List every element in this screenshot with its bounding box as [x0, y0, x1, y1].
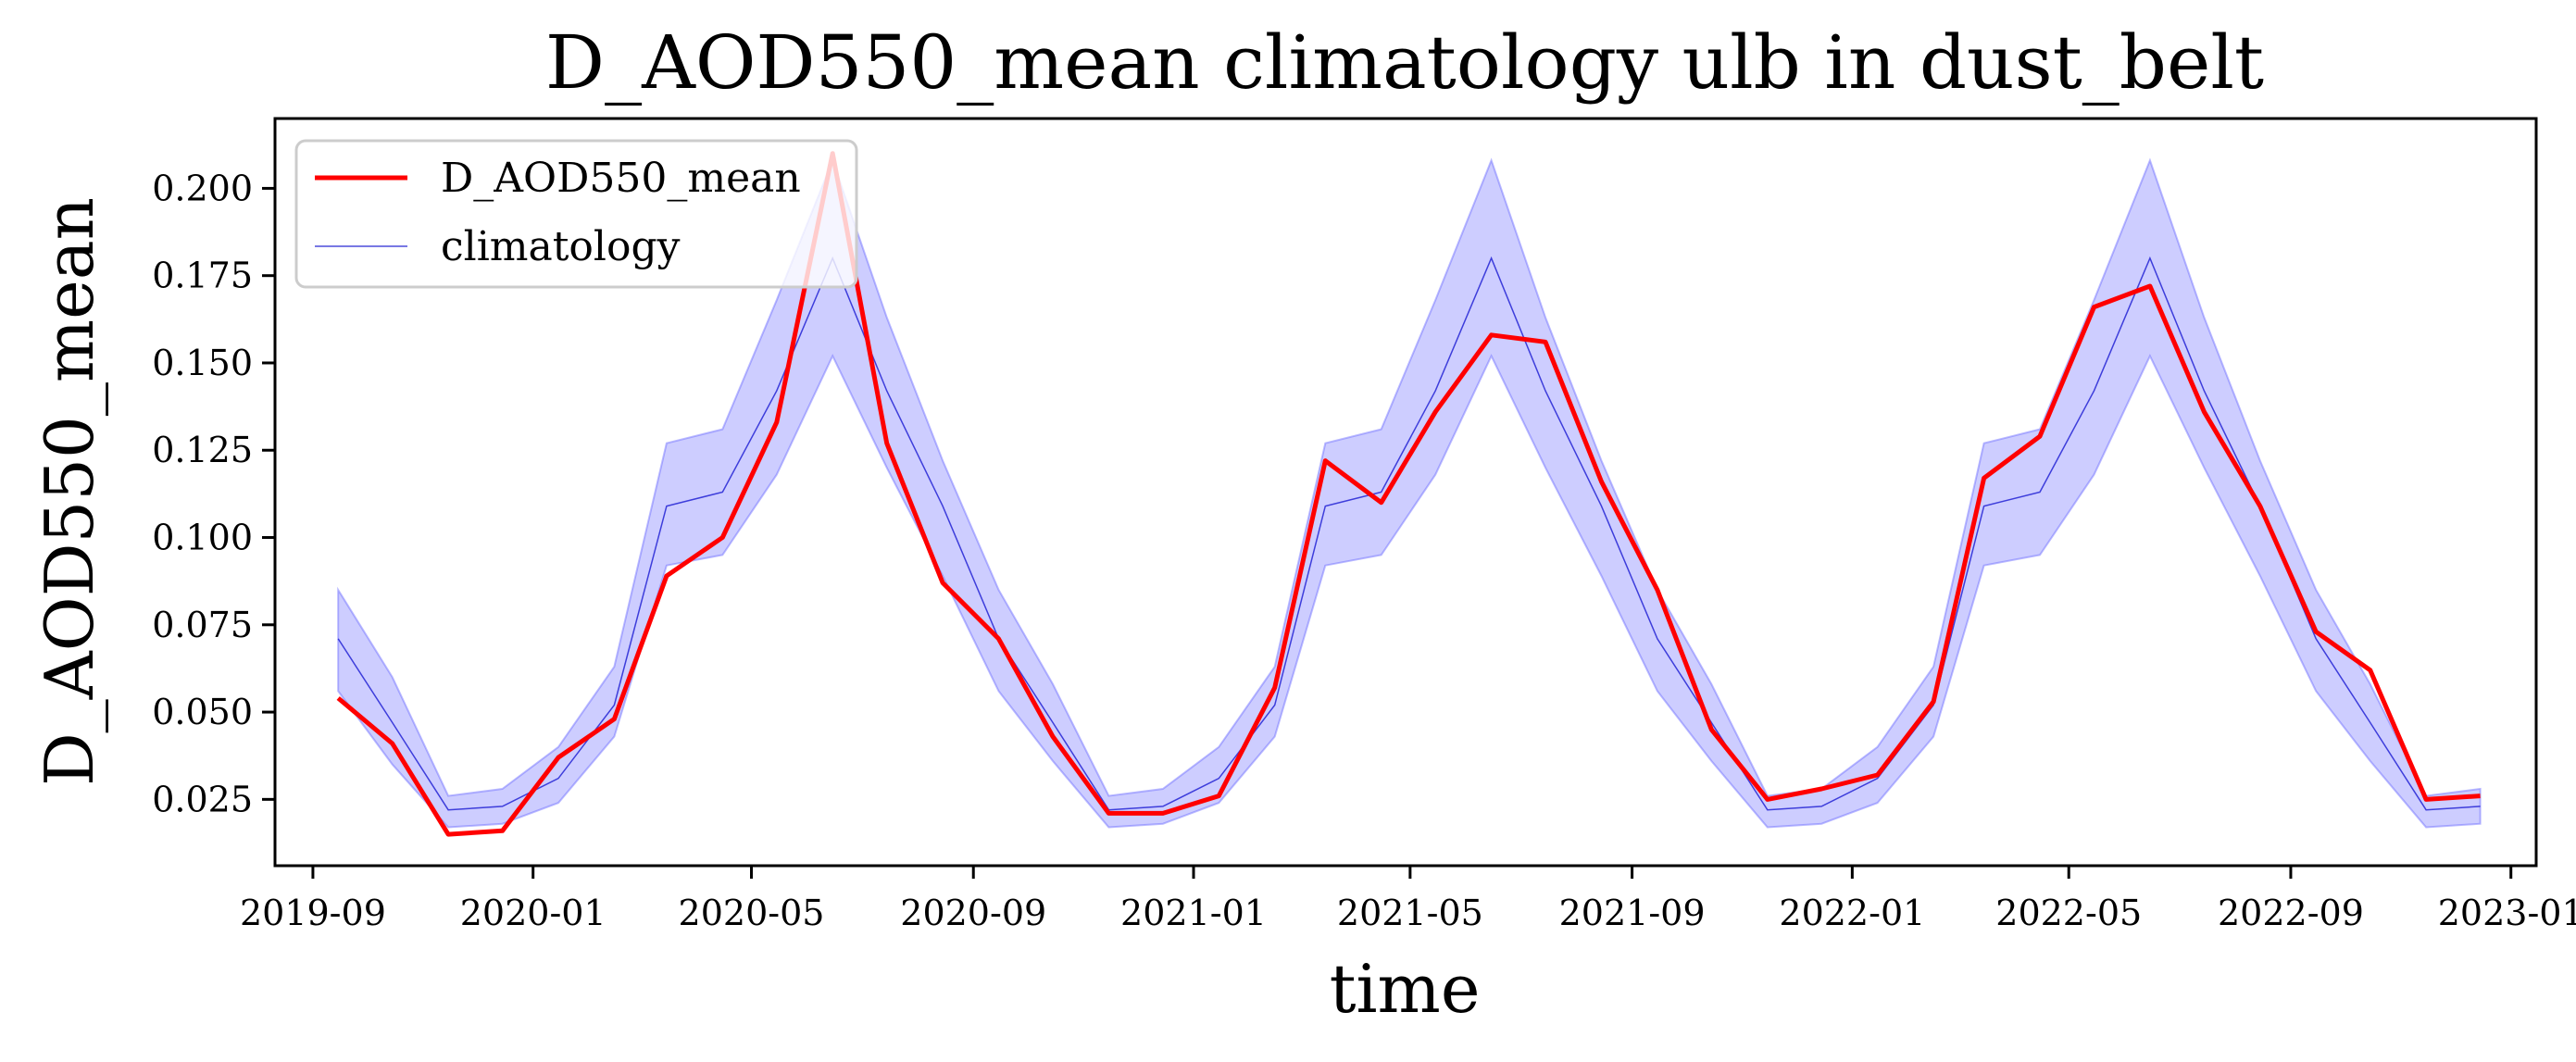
legend: D_AOD550_mean climatology [294, 139, 858, 289]
x-tick-label: 2022-05 [1995, 893, 2142, 933]
y-axis: 0.025 0.050 0.075 0.100 0.125 0.150 0.175 0.200 [152, 168, 275, 819]
x-axis-label: time [1330, 950, 1481, 1028]
y-tick-label: 0.175 [152, 256, 253, 296]
y-tick-label: 0.125 [152, 430, 253, 470]
y-tick-label: 0.200 [152, 168, 253, 208]
x-tick-label: 2019-09 [240, 893, 386, 933]
x-tick-label: 2020-05 [679, 893, 825, 933]
series-line-climatology [337, 256, 2481, 811]
legend-label-d-aod550-mean: D_AOD550_mean [441, 155, 801, 202]
x-tick-label: 2022-09 [2218, 893, 2364, 933]
x-tick-label: 2020-09 [900, 893, 1046, 933]
legend-box [294, 139, 858, 289]
legend-label-climatology: climatology [441, 223, 681, 270]
chart-title: D_AOD550_mean climatology ulb in dust_be… [545, 19, 2264, 106]
x-axis: 2019-09 2020-01 2020-05 2020-09 2021-01 2021-… [240, 866, 2576, 933]
y-tick-label: 0.150 [152, 343, 253, 383]
y-tick-label: 0.100 [152, 518, 253, 558]
x-tick-label: 2020-01 [460, 893, 606, 933]
x-tick-label: 2022-01 [1779, 893, 1925, 933]
x-tick-label: 2021-05 [1337, 893, 1483, 933]
plot-area [336, 151, 2482, 837]
x-tick-label: 2021-01 [1120, 893, 1267, 933]
y-axis-label: D_AOD550_mean [31, 197, 108, 786]
y-tick-label: 0.075 [152, 605, 253, 645]
x-tick-label: 2023-01 [2438, 893, 2576, 933]
y-tick-label: 0.050 [152, 692, 253, 732]
series-line-d-aod550-mean [336, 151, 2481, 837]
y-tick-label: 0.025 [152, 779, 253, 819]
series-layer [336, 151, 2482, 837]
x-tick-label: 2021-09 [1559, 893, 1706, 933]
plot-frame [273, 117, 2538, 868]
